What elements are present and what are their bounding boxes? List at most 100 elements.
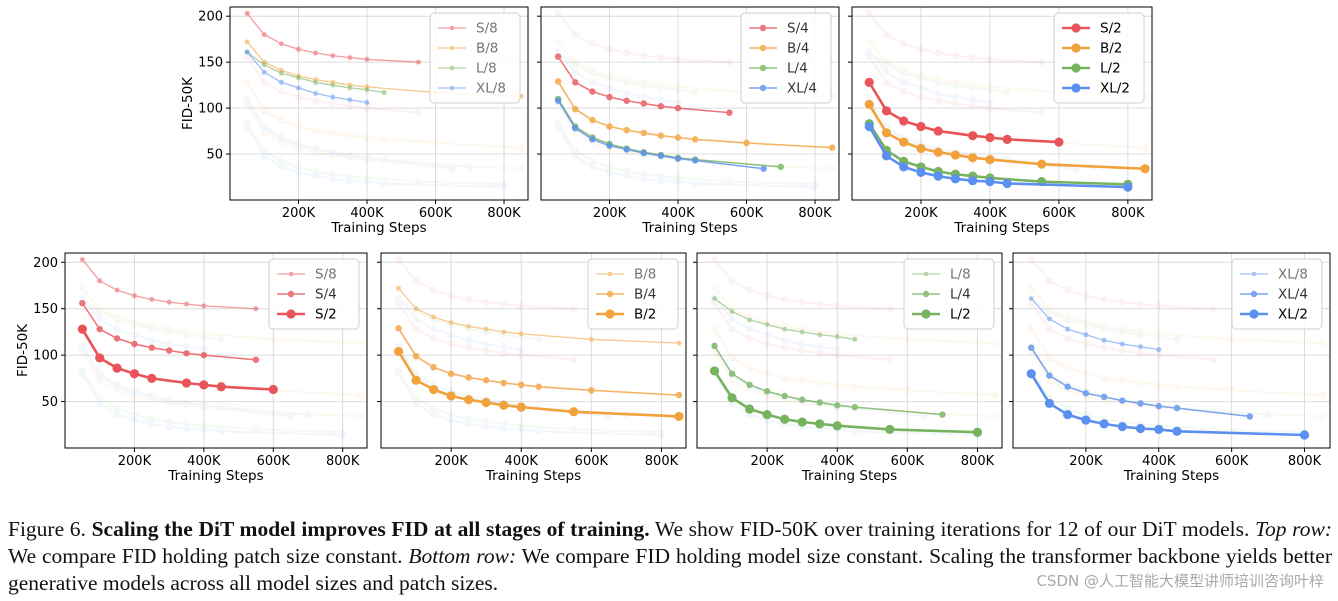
ghost-point [465, 415, 473, 423]
ghost-point [363, 134, 371, 142]
ghost-point [691, 179, 699, 187]
ghost-point [1038, 109, 1046, 117]
data-point [347, 97, 353, 103]
ghost-point [78, 344, 86, 352]
ghost-point [346, 102, 354, 110]
ghost-line [397, 297, 539, 341]
ghost-point [96, 308, 104, 315]
ghost-point [217, 404, 225, 412]
ghost-point [395, 299, 403, 307]
ghost-point [828, 165, 836, 173]
ghost-point [243, 78, 251, 86]
legend-marker [759, 84, 767, 92]
ghost-point [182, 420, 190, 428]
ghost-point [746, 364, 754, 372]
series-line [868, 103, 1146, 171]
series-line [246, 51, 368, 104]
ghost-point [934, 78, 942, 86]
ghost-point [1045, 308, 1053, 315]
ghost-point [517, 165, 525, 173]
ghost-line [557, 12, 730, 64]
ghost-point [571, 146, 579, 154]
legend: S/4 B/4 L/4 XL/4 [740, 12, 832, 104]
x-tick-label: 600K [1042, 206, 1076, 221]
data-point [313, 91, 318, 96]
ghost-point [833, 381, 841, 389]
ghost-point [432, 138, 440, 146]
ghost-point [865, 53, 873, 61]
data-point [916, 167, 926, 178]
series-B-2 [393, 346, 684, 422]
ghost-point [113, 383, 121, 391]
ghost-line [713, 287, 996, 345]
ghost-line [1030, 287, 1323, 345]
ghost-point [295, 122, 303, 130]
data-point [147, 373, 157, 383]
data-point [747, 317, 752, 323]
ghost-point [449, 165, 457, 173]
ghost-point [1027, 325, 1035, 333]
ghost-point [295, 168, 303, 176]
ghost-point [934, 49, 942, 57]
ghost-point [711, 325, 719, 333]
ghost-line [713, 327, 996, 397]
ghost-point [1228, 335, 1236, 343]
ghost-point [728, 277, 736, 285]
data-point [1082, 390, 1090, 397]
chart-panel-bottom-3: 200K 400K 600K 800K Training Steps L/8 L/4 L/2 [693, 252, 1003, 484]
data-point [79, 299, 86, 307]
ghost-point [674, 174, 682, 182]
series-B-4 [395, 325, 683, 399]
ghost-point [1209, 356, 1217, 364]
data-point [364, 100, 370, 105]
ghost-point [1137, 349, 1145, 357]
ghost-point [380, 156, 388, 164]
ghost-point [200, 401, 208, 409]
ghost-point [295, 142, 303, 150]
ghost-point [763, 392, 771, 400]
ghost-point [1082, 292, 1090, 300]
ghost-point [903, 335, 911, 343]
ghost-line [246, 123, 505, 186]
ghost-point [277, 157, 285, 165]
data-point [396, 285, 401, 291]
data-point [200, 351, 208, 359]
ghost-point [78, 342, 86, 350]
series-XL-4 [554, 97, 767, 172]
ghost-point [346, 172, 354, 180]
ghost-point [1064, 363, 1072, 371]
ghost-point [640, 81, 648, 89]
caption-bottom-label: Bottom row: [408, 544, 517, 568]
data-point [1117, 422, 1127, 432]
ghost-point [482, 423, 490, 431]
data-point [764, 322, 770, 327]
legend-label: XL/4 [787, 81, 817, 97]
ghost-point [312, 172, 320, 180]
ghost-point [412, 399, 420, 407]
legend-item: L/8 [438, 61, 497, 77]
ghost-point [148, 393, 156, 401]
ghost-point [380, 156, 388, 164]
ghost-point [951, 81, 959, 89]
ghost-point [78, 347, 86, 355]
ghost-line [557, 12, 730, 64]
ghost-point [640, 52, 648, 60]
x-tick-label: 600K [1215, 454, 1249, 469]
chart-panel-bottom-1: 200K 400K 600K 800K 50 100 150 200 Training Step… [15, 252, 368, 484]
ghost-point [500, 183, 508, 191]
legend-item: S/8 [277, 267, 337, 283]
legend-item: XL/8 [438, 81, 506, 97]
ghost-point [482, 423, 490, 431]
ghost-point [1118, 376, 1126, 384]
ghost-point [763, 331, 771, 339]
ghost-point [412, 277, 420, 285]
ghost-point [412, 315, 420, 323]
ghost-point [329, 170, 337, 178]
legend-item: XL/2 [1240, 307, 1308, 323]
ghost-point [412, 277, 420, 285]
ghost-point [606, 72, 614, 80]
data-point [950, 150, 961, 160]
ghost-line [397, 297, 522, 351]
ghost-point [865, 48, 873, 56]
ghost-point [691, 88, 699, 96]
